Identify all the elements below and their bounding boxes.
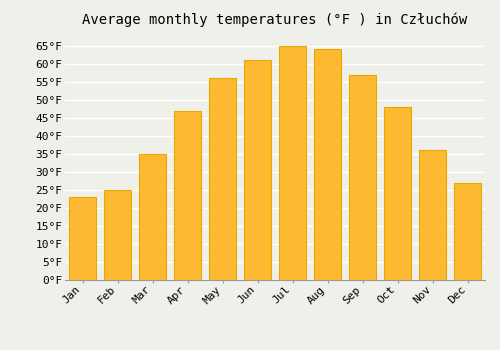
Bar	[70, 197, 96, 280]
Bar	[174, 111, 201, 280]
Bar	[384, 107, 410, 280]
Bar	[314, 49, 340, 280]
Bar	[244, 60, 270, 280]
Bar	[210, 78, 236, 280]
Bar	[140, 154, 166, 280]
Bar	[350, 75, 376, 280]
Bar	[454, 183, 480, 280]
Bar	[280, 46, 305, 280]
Bar	[104, 190, 130, 280]
Title: Average monthly temperatures (°F ) in Człuchów: Average monthly temperatures (°F ) in Cz…	[82, 12, 468, 27]
Bar	[420, 150, 446, 280]
